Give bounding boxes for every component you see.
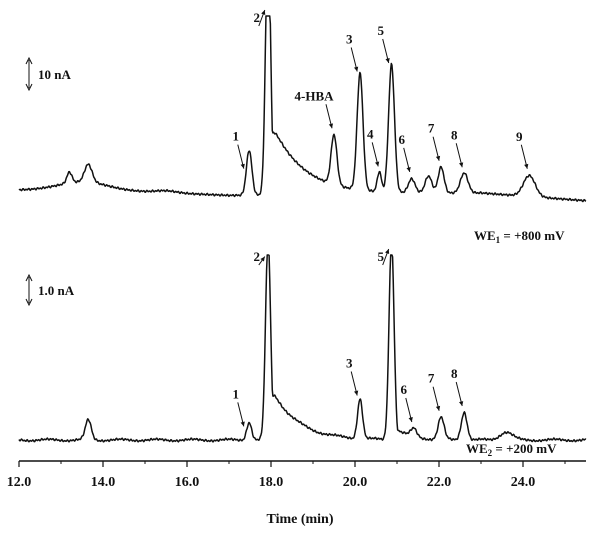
x-tick-label-6: 24.0 bbox=[511, 475, 536, 490]
peak-label-we1-0: 1 bbox=[233, 129, 240, 144]
peak-labels-layer: 1 2 4-HBA 3 4 5 6 7 8 9 1 2 3 5 6 7 8 bbox=[233, 9, 529, 427]
x-tick-label-4: 20.0 bbox=[343, 475, 368, 490]
peak-label-we1-1: 2 bbox=[254, 10, 261, 25]
peak-arrowhead-we1-2 bbox=[328, 123, 334, 129]
scale-bar-we1: 10 nA bbox=[25, 56, 71, 92]
peak-label-we2-0: 1 bbox=[233, 386, 240, 401]
scale-bar-we2: 1.0 nA bbox=[25, 273, 75, 307]
trace-we2 bbox=[18, 254, 587, 443]
trace-we1 bbox=[18, 15, 587, 203]
x-axis-title: Time (min) bbox=[266, 512, 333, 527]
peak-label-we2-4: 6 bbox=[401, 382, 408, 397]
peak-arrowhead-we1-7 bbox=[435, 155, 441, 161]
peak-label-we1-9: 9 bbox=[516, 129, 523, 144]
peak-arrowhead-we2-3 bbox=[385, 249, 390, 254]
peak-label-we1-5: 5 bbox=[377, 23, 384, 38]
peak-arrowhead-we1-3 bbox=[353, 66, 359, 72]
peak-arrowhead-we2-1 bbox=[260, 256, 265, 262]
peak-label-we1-6: 6 bbox=[398, 132, 405, 147]
peak-label-we2-3: 5 bbox=[377, 249, 384, 264]
peak-label-we2-6: 8 bbox=[451, 366, 458, 381]
x-tick-label-3: 18.0 bbox=[259, 475, 284, 490]
peak-arrowhead-we1-6 bbox=[406, 167, 411, 172]
x-axis: 12.0 14.0 16.0 18.0 20.0 22.0 24.0 bbox=[7, 460, 586, 490]
peak-label-we1-7: 7 bbox=[428, 121, 435, 136]
scale-bar-we1-arrow-down bbox=[25, 83, 33, 92]
peak-label-we2-5: 7 bbox=[428, 371, 435, 386]
scale-bar-we2-arrow-down bbox=[25, 298, 33, 307]
scale-bar-we2-arrow-up bbox=[25, 273, 33, 282]
peak-arrowhead-we2-5 bbox=[435, 405, 441, 411]
peak-arrowhead-we2-4 bbox=[408, 417, 413, 422]
x-tick-label-2: 16.0 bbox=[175, 475, 200, 490]
x-tick-label-0: 12.0 bbox=[7, 475, 32, 490]
peak-arrowhead-we1-5 bbox=[385, 58, 390, 63]
peak-label-we2-1: 2 bbox=[254, 249, 261, 264]
electrode-label-we1: WE1 = +800 mV bbox=[474, 228, 565, 245]
peak-arrowhead-we1-8 bbox=[458, 162, 464, 168]
peak-label-we1-3: 3 bbox=[346, 32, 353, 47]
peak-arrowhead-we2-6 bbox=[458, 401, 464, 407]
peak-label-we2-2: 3 bbox=[346, 355, 353, 370]
scale-label-we1: 10 nA bbox=[38, 67, 71, 82]
peak-label-we1-4: 4 bbox=[367, 126, 374, 141]
peak-arrowhead-we2-2 bbox=[353, 390, 359, 396]
scale-label-we2: 1.0 nA bbox=[38, 283, 75, 298]
peak-arrowhead-we1-0 bbox=[240, 163, 245, 169]
peak-arrowhead-we1-1 bbox=[261, 10, 266, 15]
x-tick-label-5: 22.0 bbox=[427, 475, 452, 490]
peak-arrowhead-we2-0 bbox=[240, 421, 245, 427]
traces-layer bbox=[18, 15, 587, 443]
electrode-label-we2: WE2 = +200 mV bbox=[466, 441, 557, 458]
peak-arrowhead-we1-4 bbox=[374, 161, 380, 167]
x-tick-label-1: 14.0 bbox=[91, 475, 116, 490]
peak-label-we1-2: 4-HBA bbox=[295, 88, 335, 103]
peak-label-we1-8: 8 bbox=[451, 127, 458, 142]
scale-bar-we1-arrow-up bbox=[25, 56, 33, 65]
peak-arrowhead-we1-9 bbox=[524, 163, 529, 169]
